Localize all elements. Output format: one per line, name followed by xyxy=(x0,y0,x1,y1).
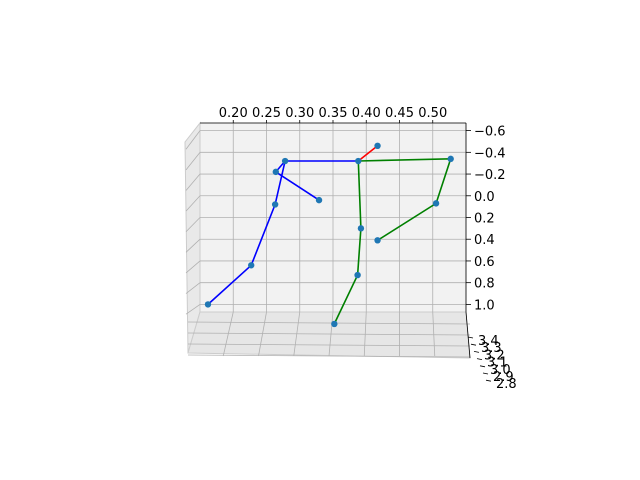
x-tick-label: 0.30 xyxy=(285,106,314,121)
y-tick-label: 0.4 xyxy=(474,233,495,248)
depth-tick-mark xyxy=(486,380,491,381)
joint-left-ankle xyxy=(205,301,211,307)
depth-tick-mark xyxy=(480,366,485,367)
x-tick-label: 0.20 xyxy=(219,106,248,121)
joint-right-elbow xyxy=(433,200,439,206)
y-tick-label: 1.0 xyxy=(474,298,495,313)
joint-left-knee xyxy=(248,262,254,268)
joint-left-elbow xyxy=(273,169,279,175)
x-tick-label: 0.35 xyxy=(319,106,348,121)
y-tick-label: 0.6 xyxy=(474,255,495,270)
joint-neck xyxy=(355,158,361,164)
x-tick-label: 0.45 xyxy=(385,106,414,121)
x-tick-label: 0.50 xyxy=(418,106,447,121)
joint-left-shoulder xyxy=(282,158,288,164)
y-tick-label: 0.0 xyxy=(474,190,495,205)
y-tick-label: −0.6 xyxy=(474,125,506,140)
y-tick-label: 0.8 xyxy=(474,277,495,292)
joint-head xyxy=(374,143,380,149)
y-tick-label: −0.4 xyxy=(474,146,506,161)
depth-tick-mark xyxy=(474,351,479,352)
y-tick-label: 0.2 xyxy=(474,212,495,227)
joint-right-wrist xyxy=(374,237,380,243)
joint-left-wrist xyxy=(316,197,322,203)
joint-right-shoulder xyxy=(448,156,454,162)
x-tick-label: 0.25 xyxy=(252,106,281,121)
joint-left-hip xyxy=(272,201,278,207)
x-tick-label: 0.40 xyxy=(352,106,381,121)
joint-right-ankle xyxy=(331,321,337,327)
joint-right-hip xyxy=(358,225,364,231)
depth-tick-label: 2.8 xyxy=(496,377,517,392)
y-tick-label: −0.2 xyxy=(474,168,506,183)
joint-right-knee xyxy=(354,272,360,278)
depth-tick-mark xyxy=(483,373,488,374)
depth-tick-mark xyxy=(471,344,476,345)
depth-tick-mark xyxy=(468,337,473,338)
depth-tick-mark xyxy=(477,359,482,360)
